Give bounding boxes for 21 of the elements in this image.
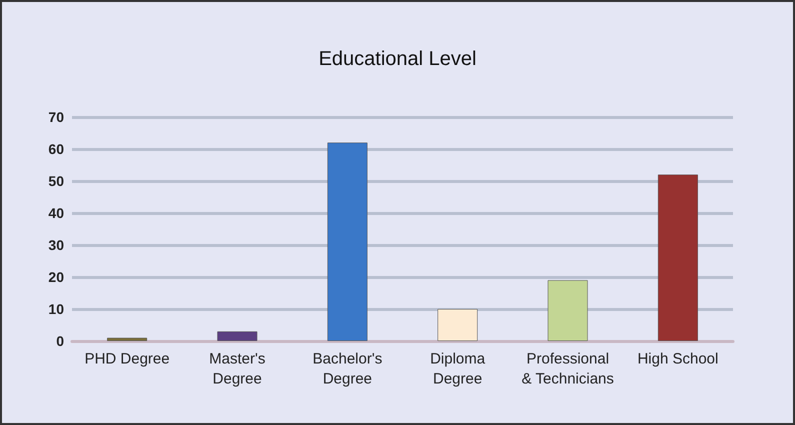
bar (658, 174, 698, 341)
bar (107, 338, 148, 341)
y-tick-label: 60 (48, 141, 64, 157)
y-tick-label: 20 (48, 269, 64, 285)
y-tick-label: 0 (56, 333, 64, 349)
x-tick-label: Bachelor's Degree (312, 350, 382, 388)
x-tick-label: Master's Degree (209, 350, 266, 388)
bar (217, 331, 258, 341)
y-tick-label: 10 (48, 301, 64, 317)
chart-title: Educational Level (318, 48, 476, 70)
y-tick-label: 70 (48, 109, 64, 125)
x-tick-label: Diploma Degree (430, 350, 486, 388)
y-tick-label: 40 (48, 205, 64, 221)
x-tick-label: PHD Degree (84, 350, 170, 368)
bar (327, 142, 368, 341)
bar (548, 280, 588, 341)
bar (438, 309, 478, 341)
x-tick-label: Professional & Technicians (522, 350, 614, 388)
y-tick-label: 50 (48, 173, 64, 189)
x-tick-label: High School (637, 350, 718, 368)
y-tick-label: 30 (48, 237, 64, 253)
